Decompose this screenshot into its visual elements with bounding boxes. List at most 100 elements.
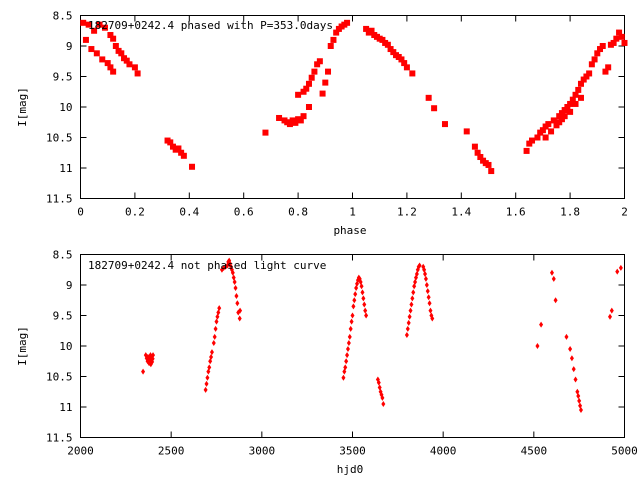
data-point [618, 33, 625, 40]
data-point [602, 68, 609, 75]
data-point [233, 285, 238, 292]
data-point [526, 140, 533, 147]
x-tick-labels: 2000 2500 3000 3500 4000 4500 5000 [67, 445, 638, 458]
data-point [212, 333, 217, 340]
data-point [110, 68, 117, 75]
data-points [80, 19, 628, 175]
data-point [361, 295, 366, 302]
x-tick-label: 0 [77, 206, 84, 219]
data-point [597, 46, 604, 53]
data-points [141, 257, 623, 414]
data-point [573, 376, 578, 383]
data-point [542, 134, 549, 141]
data-point [349, 318, 354, 325]
data-point [558, 110, 565, 117]
data-point [80, 19, 87, 26]
data-point [567, 100, 574, 107]
x-tick-label: 2000 [67, 445, 94, 458]
data-point [567, 108, 574, 115]
data-point [292, 119, 299, 126]
data-point [610, 39, 617, 46]
data-point [485, 161, 492, 168]
data-point [425, 288, 430, 295]
x-tick-label: 3000 [249, 445, 276, 458]
y-tick-label: 10 [59, 340, 72, 353]
x-tick-label: 1.6 [506, 206, 526, 219]
data-point [430, 315, 435, 322]
data-point [88, 46, 95, 53]
data-point [305, 80, 312, 87]
data-point [364, 312, 369, 319]
data-point [477, 154, 484, 161]
data-point [427, 300, 432, 307]
data-point [615, 268, 620, 275]
data-point [368, 27, 375, 34]
data-point [558, 116, 565, 123]
data-point [303, 85, 310, 92]
data-point [556, 119, 563, 126]
data-point [616, 29, 623, 36]
data-point [588, 61, 595, 68]
data-point [561, 107, 568, 114]
data-point [107, 64, 114, 71]
y-tick-label: 9.5 [53, 71, 73, 84]
data-point [556, 113, 563, 120]
y-tick-label: 8.5 [53, 10, 73, 23]
data-point [387, 46, 394, 53]
data-point [314, 61, 321, 68]
phased-light-curve-panel: 8.5 9 9.5 10 10.5 11 11.5 0 0.2 0.4 0.6 0.8 1 1.2 1.4… [16, 10, 628, 238]
data-point [333, 29, 340, 36]
data-point [539, 321, 544, 328]
data-point [577, 397, 582, 404]
data-point [618, 264, 623, 271]
data-point [425, 94, 432, 101]
y-tick-label: 11 [59, 162, 72, 175]
data-point [151, 352, 156, 359]
data-point [474, 149, 481, 156]
y-axis-label: I[mag] [16, 326, 29, 366]
data-point [401, 60, 408, 67]
data-point [169, 143, 176, 150]
data-point [347, 333, 352, 340]
data-point [123, 57, 130, 64]
data-point [569, 355, 574, 362]
data-point [297, 117, 304, 124]
data-point [305, 104, 312, 110]
data-point [91, 27, 98, 34]
data-point [351, 303, 356, 310]
y-tick-label: 9 [66, 279, 73, 292]
data-point [539, 127, 546, 134]
data-point [471, 143, 478, 150]
x-tick-label: 1.4 [451, 206, 471, 219]
data-point [561, 113, 568, 120]
data-point [576, 393, 581, 400]
data-point [213, 325, 218, 332]
data-point [376, 379, 381, 386]
data-point [238, 307, 243, 314]
data-point [178, 149, 185, 156]
data-point [311, 68, 318, 75]
x-tick-label: 3500 [339, 445, 366, 458]
data-point [417, 262, 422, 269]
data-point [325, 68, 332, 75]
data-point [295, 91, 302, 98]
data-point [423, 275, 428, 282]
data-point [529, 137, 536, 144]
y-tick-labels: 8.5 9 9.5 10 10.5 11 11.5 [46, 249, 73, 445]
data-point [553, 122, 560, 129]
data-point [599, 43, 606, 49]
y-axis-label: I[mag] [16, 87, 29, 127]
data-point [578, 407, 583, 414]
data-point [300, 113, 307, 120]
data-point [150, 355, 155, 362]
data-point [101, 24, 108, 31]
y-tick-label: 9 [66, 40, 73, 53]
data-point [403, 64, 410, 71]
data-point [300, 88, 307, 95]
data-point [346, 339, 351, 346]
data-point [112, 43, 119, 49]
x-tick-labels: 0 0.2 0.4 0.6 0.8 1 1.2 1.4 1.6 1.8 2 [77, 206, 628, 219]
data-point [586, 70, 593, 77]
data-point [286, 121, 293, 128]
